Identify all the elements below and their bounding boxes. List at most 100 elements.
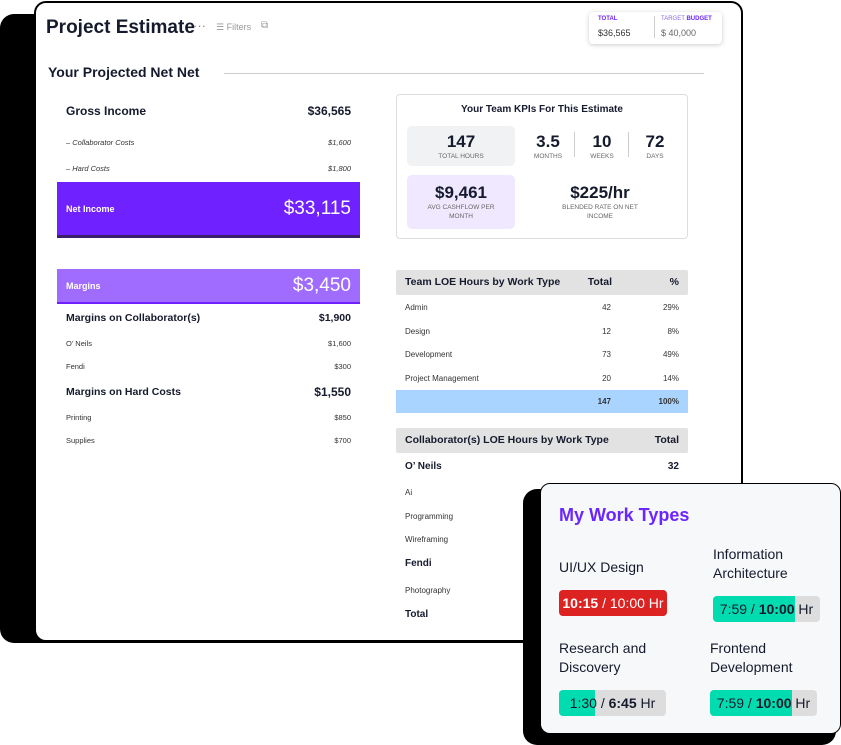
label: AVG CASHFLOW PER MONTH — [427, 204, 495, 220]
budget-time: 10:00 — [609, 595, 645, 611]
value: $700 — [334, 436, 351, 445]
value: $1,600 — [328, 339, 351, 348]
label: Gross Income — [66, 104, 147, 118]
separator: / — [744, 695, 756, 711]
blended-rate-kpi: $225/hr BLENDED RATE ON NET INCOME — [552, 183, 648, 221]
value: $1,900 — [318, 312, 351, 324]
label: MONTHS — [533, 153, 563, 160]
label: Margins on Hard Costs — [66, 386, 181, 398]
value: 10 — [592, 132, 612, 151]
team-loe-total-row: 147 100% — [396, 390, 688, 413]
collab-loe-header: Collaborator(s) LOE Hours by Work Type T… — [396, 428, 688, 453]
target-value: $ 40,000 — [661, 28, 697, 38]
total-hours-kpi: 147 TOTAL HOURS — [407, 126, 515, 166]
margins-banner: Margins $3,450 — [57, 269, 360, 304]
target-label: TARGET BUDGET — [661, 16, 712, 22]
value: $1,600 — [328, 138, 351, 147]
value: $9,461 — [435, 183, 487, 202]
cost-row: – Collaborator Costs $1,600 — [66, 138, 351, 147]
budget-summary: TOTAL $36,565 TARGET BUDGET $ 40,000 — [589, 12, 722, 44]
unit: Hr — [636, 695, 656, 711]
total-percent: 100% — [658, 397, 679, 406]
collab-row-label: Programming — [405, 512, 454, 521]
label: BLENDED RATE ON NET INCOME — [562, 204, 638, 220]
budget-time: 10:00 — [755, 695, 792, 711]
table-cell-percent: 49% — [662, 350, 679, 359]
section-title: Your Projected Net Net — [48, 64, 200, 80]
filters-button[interactable]: ☰ Filters — [216, 22, 251, 33]
progress-text: 10:15 / 10:00 Hr — [559, 595, 667, 611]
progress-text: 7:59 / 10:00 Hr — [713, 601, 820, 617]
label: TOTAL HOURS — [438, 153, 484, 160]
page-title: Project Estimate — [46, 17, 195, 38]
work-type-progress-bar: 7:59 / 10:00 Hr — [710, 690, 817, 716]
margin-item-row: Fendi $300 — [66, 362, 351, 371]
kpi-title: Your Team KPIs For This Estimate — [461, 104, 623, 115]
spent-time: 10:15 — [562, 595, 599, 611]
value: $300 — [334, 362, 351, 371]
target-label-b: BUDGET — [686, 16, 712, 22]
margin-group-row: Margins on Collaborator(s) $1,900 — [66, 312, 351, 324]
progress-fill — [559, 590, 667, 616]
progress-text: 7:59 / 10:00 Hr — [710, 695, 817, 711]
work-type-name: Frontend Development — [710, 640, 793, 675]
more-options-button[interactable]: ··· — [193, 18, 206, 33]
divider — [224, 73, 704, 74]
table-cell-percent: 8% — [667, 326, 679, 336]
work-type-name: Information Architecture — [713, 546, 788, 581]
collab-row-label: Ai — [405, 488, 413, 497]
value: $850 — [334, 413, 351, 422]
work-type-progress-bar: 10:15 / 10:00 Hr — [559, 590, 667, 616]
table-cell-total: 42 — [602, 303, 611, 312]
label: Margins on Collaborator(s) — [66, 312, 201, 324]
value: $3,450 — [292, 274, 351, 296]
months-kpi: 3.5 MONTHS — [528, 132, 568, 161]
collab-row-label: O’ Neils — [405, 461, 442, 472]
collab-row-label: Photography — [405, 586, 451, 595]
separator: / — [596, 695, 609, 711]
spent-time: 1:30 — [569, 695, 597, 711]
table-cell-total: 20 — [602, 373, 611, 383]
header-cell: Collaborator(s) LOE Hours by Work Type — [405, 434, 609, 446]
work-type-progress-bar: 7:59 / 10:00 Hr — [713, 596, 820, 622]
table-cell-total: 12 — [602, 326, 611, 336]
work-types-title: My Work Types — [559, 505, 690, 525]
table-cell-percent: 29% — [662, 303, 679, 312]
spent-time: 7:59 — [716, 695, 745, 711]
separator: / — [747, 601, 759, 617]
label: WEEKS — [590, 153, 614, 160]
divider — [654, 16, 655, 38]
collab-row-label: Fendi — [405, 558, 432, 569]
total-hours: 147 — [597, 397, 611, 406]
net-income-banner: Net Income $33,115 — [57, 182, 360, 238]
value: 72 — [645, 132, 665, 151]
value: $36,565 — [307, 104, 351, 118]
separator: / — [598, 595, 610, 611]
header-cell: Total — [654, 434, 679, 446]
header-cell: Total — [587, 276, 612, 288]
unit: Hr — [794, 601, 814, 617]
progress-fill — [559, 690, 596, 716]
progress-fill — [713, 596, 796, 622]
label: DAYS — [646, 153, 664, 160]
margin-group-row: Margins on Hard Costs $1,550 — [66, 385, 351, 399]
label: Net Income — [66, 203, 115, 214]
weeks-kpi: 10 WEEKS — [582, 132, 622, 161]
value: $1,550 — [314, 385, 351, 399]
table-cell-total: 73 — [602, 350, 611, 359]
label: Margins — [66, 280, 101, 291]
unit: Hr — [644, 595, 664, 611]
table-cell-percent: 14% — [662, 373, 679, 383]
value: $225/hr — [570, 183, 630, 202]
cost-row: – Hard Costs $1,800 — [66, 164, 351, 173]
label: O’ Neils — [66, 339, 92, 348]
label: Fendi — [66, 362, 85, 371]
value: 147 — [446, 132, 476, 151]
team-loe-header: Team LOE Hours by Work Type Total % — [396, 270, 688, 295]
value: 3.5 — [536, 132, 560, 151]
help-video-icon[interactable]: ⧉ — [261, 20, 269, 31]
filter-icon: ☰ — [216, 22, 227, 32]
value: $33,115 — [283, 197, 351, 219]
unit: Hr — [791, 695, 811, 711]
margin-item-row: Supplies $700 — [66, 436, 351, 445]
